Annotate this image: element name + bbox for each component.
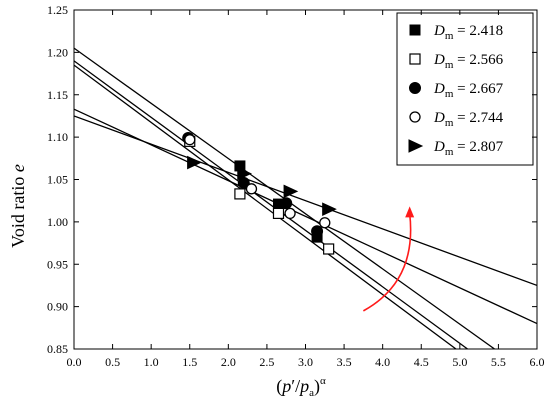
legend-marker-2.418 bbox=[409, 24, 421, 36]
x-tick-label: 3.0 bbox=[298, 355, 313, 369]
x-tick-label: 5.5 bbox=[491, 355, 506, 369]
y-axis-title-symbol: e bbox=[8, 164, 28, 172]
trend-arrow bbox=[362, 213, 412, 312]
data-point-2.807 bbox=[187, 155, 202, 170]
legend-label-2.566: Dm = 2.566 bbox=[433, 52, 504, 71]
data-point-2.667 bbox=[280, 197, 293, 210]
legend-label-2.667: Dm = 2.667 bbox=[433, 81, 504, 100]
data-point-2.744 bbox=[319, 217, 331, 229]
y-axis-title-text: Void ratio bbox=[8, 172, 28, 248]
legend-label-2.807: Dm = 2.807 bbox=[433, 139, 504, 158]
x-axis-title-prime: ′ bbox=[291, 376, 295, 396]
trend-arrow-head bbox=[405, 206, 415, 218]
data-point-2.744 bbox=[284, 207, 296, 220]
legend-box bbox=[396, 12, 534, 166]
data-point-2.807 bbox=[322, 202, 337, 216]
y-tick-label: 1.00 bbox=[47, 215, 68, 229]
x-tick-label: 6.0 bbox=[530, 355, 545, 369]
data-point-2.807 bbox=[283, 184, 299, 199]
x-tick-label: 4.0 bbox=[375, 355, 390, 369]
x-tick-label: 5.0 bbox=[452, 355, 467, 369]
y-tick-label: 0.95 bbox=[47, 257, 68, 271]
y-tick-label: 1.20 bbox=[47, 45, 68, 59]
x-axis-title-pa: p bbox=[298, 376, 309, 396]
x-axis-title-superscript: α bbox=[320, 375, 326, 387]
data-point-2.667 bbox=[311, 225, 324, 238]
y-tick-label: 0.90 bbox=[47, 300, 68, 314]
data-point-2.566 bbox=[234, 188, 246, 200]
fit-line-2.807 bbox=[74, 108, 537, 325]
x-axis-title-slash: / bbox=[295, 376, 300, 396]
legend-marker-2.667 bbox=[409, 82, 421, 94]
plot-area: 0.0 0.5 1.0 1.5 2.0 2.5 3.0 3.5 4.0 4.5 5.0 5.5 6.0 0… bbox=[47, 3, 545, 369]
x-tick-label: 2.5 bbox=[259, 355, 274, 369]
x-tick-label: 1.0 bbox=[144, 355, 159, 369]
y-axis-title: Void ratio e bbox=[8, 164, 28, 248]
y-tick-label: 1.25 bbox=[47, 3, 68, 17]
x-tick-label: 2.0 bbox=[221, 355, 236, 369]
data-point-2.744 bbox=[245, 183, 258, 195]
x-axis-title-prefix: ( bbox=[276, 376, 282, 397]
y-tick-label: 0.85 bbox=[47, 342, 68, 356]
data-point-2.566 bbox=[272, 207, 285, 219]
x-tick-label: 1.5 bbox=[182, 355, 197, 369]
data-point-2.667 bbox=[237, 176, 250, 189]
x-tick-label: 0.0 bbox=[67, 355, 82, 369]
data-point-2.744 bbox=[184, 134, 196, 146]
legend-marker-2.566 bbox=[409, 53, 421, 65]
x-tick-label: 4.5 bbox=[414, 355, 429, 369]
x-axis-title-p: p bbox=[280, 376, 291, 396]
legend-marker-2.807 bbox=[408, 139, 424, 153]
x-tick-label: 3.5 bbox=[337, 355, 352, 369]
x-axis-title-suffix: ) bbox=[314, 376, 320, 397]
fit-line-2.667 bbox=[74, 60, 468, 349]
y-tick-label: 1.15 bbox=[47, 88, 68, 102]
legend-label-2.744: Dm = 2.744 bbox=[433, 110, 504, 129]
x-tick-label: 0.5 bbox=[105, 355, 120, 369]
data-point-2.807 bbox=[237, 166, 252, 181]
legend-marker-2.744 bbox=[409, 111, 421, 123]
y-tick-label: 1.10 bbox=[47, 130, 68, 144]
y-tick-label: 1.05 bbox=[47, 173, 68, 187]
data-point-2.566 bbox=[323, 243, 335, 255]
data-points-group bbox=[182, 131, 337, 255]
x-axis-title-subscript: a bbox=[309, 387, 314, 399]
x-axis-title: (p′/pa)α bbox=[276, 375, 326, 399]
legend-label-2.418: Dm = 2.418 bbox=[433, 23, 503, 42]
fit-line-2.744 bbox=[74, 64, 457, 349]
